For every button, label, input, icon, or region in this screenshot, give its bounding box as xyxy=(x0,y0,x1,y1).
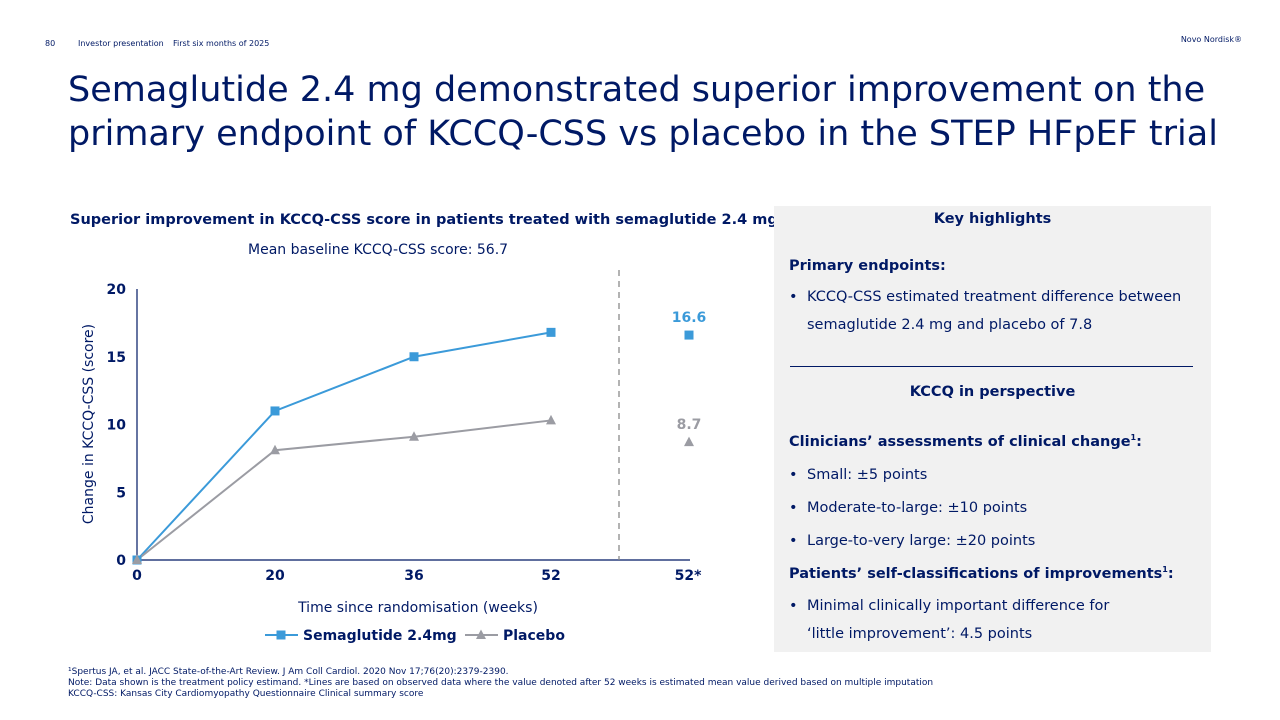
bullet-icon: • xyxy=(789,500,798,516)
estimated-point xyxy=(684,436,694,447)
bullet-icon: • xyxy=(789,467,798,483)
series-line xyxy=(136,331,552,561)
clinicians-label: Clinicians’ assessments of clinical chan… xyxy=(789,433,1142,450)
y-tick-label: 10 xyxy=(107,418,127,434)
colon: : xyxy=(1136,433,1142,450)
data-point xyxy=(270,406,280,416)
footnote-ref: 1 xyxy=(1162,565,1168,574)
list-item: • Small: ±5 points xyxy=(789,461,1199,489)
colon: : xyxy=(1167,565,1174,582)
patients-item-line2: ‘little improvement’: 4.5 points xyxy=(807,626,1033,642)
chart: 16.6 8.7 0 5 10 15 20 0 20 36 52 52* Change in KCC… xyxy=(81,270,707,644)
list-item: • Moderate-to-large: ±10 points xyxy=(789,494,1199,522)
x-axis-label: Time since randomisation (weeks) xyxy=(297,600,538,616)
primary-item-line2: semaglutide 2.4 mg and placebo of 7.8 xyxy=(807,317,1093,333)
chart-lines xyxy=(136,331,552,561)
bullet-icon: • xyxy=(789,289,798,305)
primary-item-line1: KCCQ-CSS estimated treatment difference … xyxy=(807,289,1182,305)
data-label: 16.6 xyxy=(672,310,707,326)
y-axis-label: Change in KCCQ-CSS (score) xyxy=(81,324,97,524)
perspective-heading: KCCQ in perspective xyxy=(909,384,1076,400)
bullet-icon: • xyxy=(789,533,798,549)
footnote: ¹Spertus JA, et al. JACC State-of-the-Ar… xyxy=(68,667,509,677)
clinicians-item: Small: ±5 points xyxy=(807,467,928,483)
section-label: Investor presentation xyxy=(78,39,164,48)
data-point xyxy=(270,444,280,455)
chart-axes xyxy=(136,270,690,561)
chart-ticks: 0 5 10 15 20 0 20 36 52 52* xyxy=(107,282,703,584)
x-tick-label: 0 xyxy=(132,568,142,584)
data-point xyxy=(546,414,556,425)
patients-item-line1: Minimal clinically important difference … xyxy=(807,598,1110,614)
legend-label: Semaglutide 2.4mg xyxy=(303,628,457,644)
x-tick-label: 52* xyxy=(675,568,702,584)
series-line xyxy=(136,419,552,561)
chart-marks: 16.6 8.7 xyxy=(132,310,707,640)
chart-title: Superior improvement in KCCQ-CSS score i… xyxy=(70,212,778,228)
data-point xyxy=(409,431,419,441)
key-highlights-panel: Key highlights Primary endpoints: • KCCQ… xyxy=(774,206,1211,652)
legend-label: Placebo xyxy=(503,628,565,644)
y-tick-label: 0 xyxy=(116,553,126,569)
data-point xyxy=(409,352,419,362)
clinicians-label-text: Clinicians’ assessments of clinical chan… xyxy=(789,433,1131,450)
list-item: • Large-to-very large: ±20 points xyxy=(789,527,1199,555)
divider xyxy=(790,366,1193,367)
bullet-icon: • xyxy=(789,598,798,614)
x-tick-label: 20 xyxy=(265,568,285,584)
patients-label-text: Patients’ self-classifications of improv… xyxy=(789,565,1163,582)
clinicians-item: Large-to-very large: ±20 points xyxy=(807,533,1036,549)
y-tick-label: 15 xyxy=(107,350,126,366)
y-tick-label: 20 xyxy=(107,282,127,298)
period-label: First six months of 2025 xyxy=(173,39,270,48)
y-tick-label: 5 xyxy=(116,485,126,501)
page-title: Semaglutide 2.4 mg demonstrated superior… xyxy=(68,70,1218,154)
chart-legend: Semaglutide 2.4mg Placebo xyxy=(265,628,565,644)
note: Note: Data shown is the treatment policy… xyxy=(68,678,934,688)
chart-subtitle: Mean baseline KCCQ-CSS score: 56.7 xyxy=(248,242,509,258)
x-tick-label: 36 xyxy=(404,568,423,584)
estimated-point xyxy=(684,330,694,340)
x-tick-label: 52 xyxy=(541,568,560,584)
clinicians-item: Moderate-to-large: ±10 points xyxy=(807,500,1028,516)
data-label: 8.7 xyxy=(677,417,702,433)
list-item: • KCCQ-CSS estimated treatment differenc… xyxy=(789,283,1199,343)
list-item: • Minimal clinically important differenc… xyxy=(789,592,1199,650)
panel-heading: Key highlights xyxy=(933,211,1052,227)
data-point xyxy=(132,554,142,564)
footnote-ref: 1 xyxy=(1130,433,1137,442)
patients-label: Patients’ self-classifications of improv… xyxy=(789,565,1174,582)
abbreviation: KCCQ-CSS: Kansas City Cardiomyopathy Que… xyxy=(68,689,424,699)
primary-endpoints-label: Primary endpoints: xyxy=(789,258,946,274)
page-number: 80 xyxy=(45,39,56,48)
brand-logo: Novo Nordisk® xyxy=(1180,35,1242,44)
data-point xyxy=(546,327,556,337)
